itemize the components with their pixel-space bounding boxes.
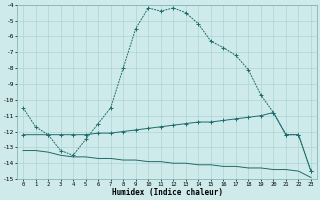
X-axis label: Humidex (Indice chaleur): Humidex (Indice chaleur)	[111, 188, 222, 197]
